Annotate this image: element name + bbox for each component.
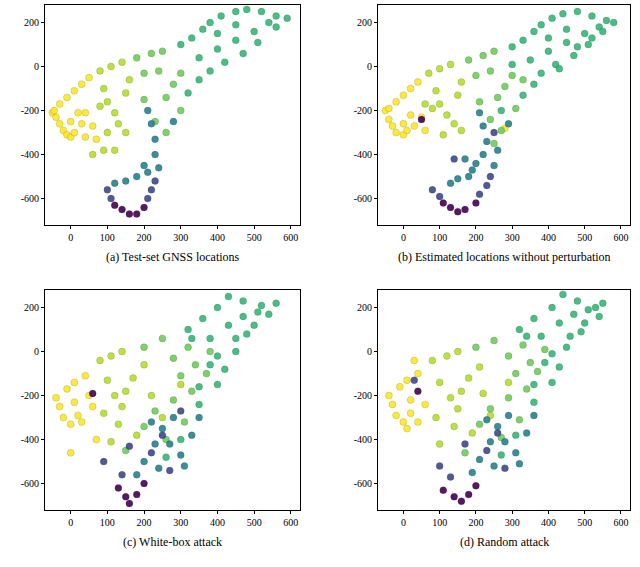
svg-text:-200: -200 [21,105,39,116]
svg-text:-400: -400 [21,434,39,445]
svg-text:200: 200 [357,17,372,28]
svg-text:0: 0 [34,346,39,357]
svg-text:0: 0 [367,346,372,357]
svg-text:100: 100 [432,517,447,528]
svg-text:400: 400 [541,517,556,528]
svg-text:(b) Estimated locations withou: (b) Estimated locations without perturba… [398,250,611,264]
svg-text:200: 200 [468,232,483,243]
svg-text:(a) Test-set GNSS locations: (a) Test-set GNSS locations [106,250,240,264]
svg-text:0: 0 [68,232,73,243]
svg-text:0: 0 [34,61,39,72]
svg-text:-400: -400 [21,149,39,160]
svg-text:-600: -600 [21,478,39,489]
svg-text:-200: -200 [21,390,39,401]
svg-text:200: 200 [468,517,483,528]
svg-text:(d) Random attack: (d) Random attack [460,535,549,549]
svg-text:500: 500 [577,232,592,243]
svg-text:-400: -400 [354,149,372,160]
svg-text:600: 600 [613,232,628,243]
svg-text:(c) White-box attack: (c) White-box attack [123,535,222,549]
svg-text:600: 600 [283,232,298,243]
svg-text:-400: -400 [354,434,372,445]
svg-text:400: 400 [541,232,556,243]
svg-text:100: 100 [432,232,447,243]
svg-text:-600: -600 [21,193,39,204]
svg-text:-600: -600 [354,478,372,489]
svg-text:200: 200 [24,302,39,313]
svg-text:100: 100 [100,517,115,528]
svg-text:300: 300 [505,517,520,528]
svg-text:0: 0 [68,517,73,528]
svg-text:500: 500 [247,517,262,528]
svg-text:100: 100 [100,232,115,243]
svg-text:200: 200 [137,232,152,243]
svg-text:300: 300 [505,232,520,243]
svg-text:400: 400 [210,517,225,528]
svg-text:-200: -200 [354,390,372,401]
svg-text:500: 500 [577,517,592,528]
svg-text:400: 400 [210,232,225,243]
svg-text:200: 200 [24,17,39,28]
svg-text:-200: -200 [354,105,372,116]
svg-text:300: 300 [173,232,188,243]
svg-text:600: 600 [613,517,628,528]
svg-text:200: 200 [357,302,372,313]
svg-text:200: 200 [137,517,152,528]
svg-text:0: 0 [401,232,406,243]
svg-text:600: 600 [283,517,298,528]
svg-text:500: 500 [247,232,262,243]
svg-text:0: 0 [401,517,406,528]
svg-text:-600: -600 [354,193,372,204]
svg-text:0: 0 [367,61,372,72]
svg-text:300: 300 [173,517,188,528]
